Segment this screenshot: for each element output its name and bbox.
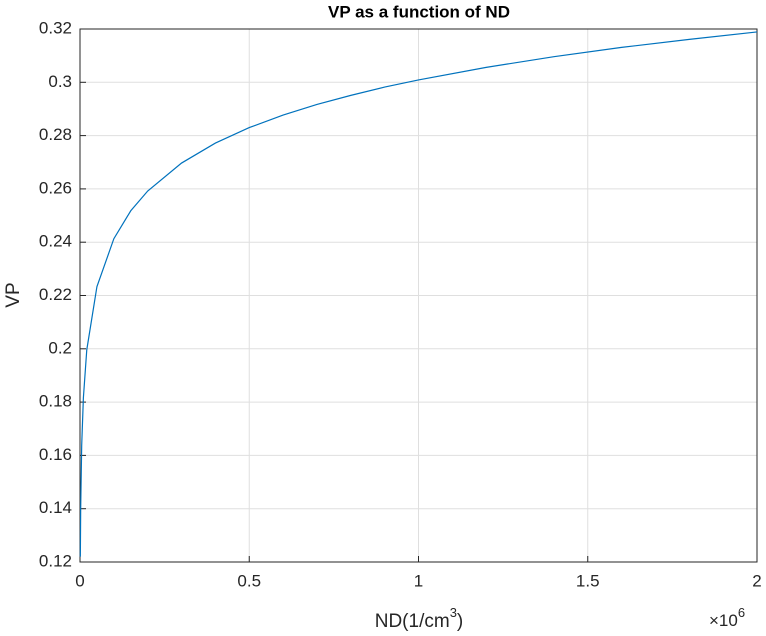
y-tick-label: 0.12 (39, 551, 72, 570)
data-line (79, 31, 758, 557)
y-tick-label: 0.32 (39, 18, 72, 37)
x-axis-label-sup: 3 (450, 605, 457, 620)
x-axis-label-part: ND(1/cm (375, 611, 450, 632)
x-axis-label-part: ) (457, 611, 463, 632)
x-axis-label: ND(1/cm3) (375, 605, 464, 632)
y-tick-label: 0.16 (39, 445, 72, 464)
x-tick-label: 2 (752, 571, 761, 590)
plot-frame (79, 28, 758, 563)
y-tick-label: 0.24 (39, 232, 72, 251)
y-tick-label: 0.26 (39, 178, 72, 197)
x-multiplier-power: 6 (738, 605, 745, 620)
x-tick-label: 0 (75, 571, 84, 590)
x-multiplier: ×106 (709, 605, 745, 630)
y-tick-label: 0.18 (39, 392, 72, 411)
y-tick-label: 0.22 (39, 285, 72, 304)
y-tick-label: 0.3 (48, 72, 72, 91)
x-multiplier-base: ×10 (709, 611, 738, 630)
y-tick-label: 0.2 (48, 338, 72, 357)
x-tick-label: 1.5 (576, 571, 600, 590)
y-tick-label: 0.14 (39, 498, 72, 517)
y-axis-label: VP (3, 282, 24, 307)
x-tick-label: 1 (414, 571, 423, 590)
x-tick-label: 0.5 (237, 571, 261, 590)
chart-title: VP as a function of ND (328, 2, 510, 21)
y-tick-label: 0.28 (39, 125, 72, 144)
